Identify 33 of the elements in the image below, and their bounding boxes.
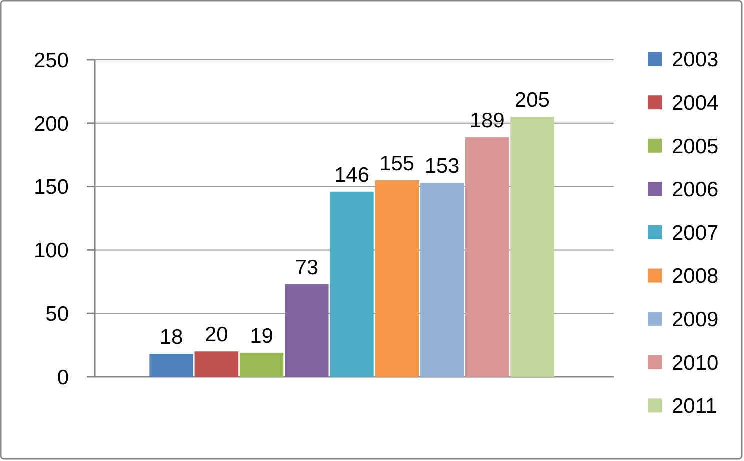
bar: [194, 352, 239, 377]
legend-label: 2003: [672, 48, 719, 72]
y-tick-label: 200: [34, 112, 69, 136]
data-label: 155: [380, 152, 415, 176]
y-tick-label: 250: [34, 49, 69, 72]
y-tick-label: 0: [57, 366, 69, 390]
bar: [285, 284, 329, 377]
bar: [465, 137, 510, 377]
legend-label: 2008: [672, 265, 719, 288]
data-label: 20: [204, 324, 228, 347]
legend-label: 2006: [672, 178, 719, 202]
bar: [330, 192, 374, 377]
y-tick-label: 100: [34, 240, 69, 263]
data-label: 153: [424, 154, 460, 178]
legend-label: 2007: [672, 222, 719, 245]
legend-label: 2010: [672, 352, 719, 375]
data-label: 73: [295, 256, 319, 280]
data-label: 18: [160, 326, 184, 350]
data-label: 205: [514, 89, 550, 112]
legend-label: 2005: [672, 135, 719, 158]
legend-label: 2004: [672, 92, 720, 115]
bar: [420, 182, 464, 377]
data-label: 19: [250, 324, 274, 348]
bar: [375, 180, 419, 377]
bar: [510, 117, 554, 377]
y-tick-label: 150: [34, 176, 69, 200]
bar: [150, 354, 194, 377]
y-tick-label: 50: [46, 302, 69, 326]
bar: [240, 352, 284, 377]
data-label: 189: [470, 109, 505, 132]
legend-label: 2009: [672, 308, 719, 332]
data-label: 146: [334, 164, 370, 187]
legend-label: 2011: [672, 395, 718, 418]
